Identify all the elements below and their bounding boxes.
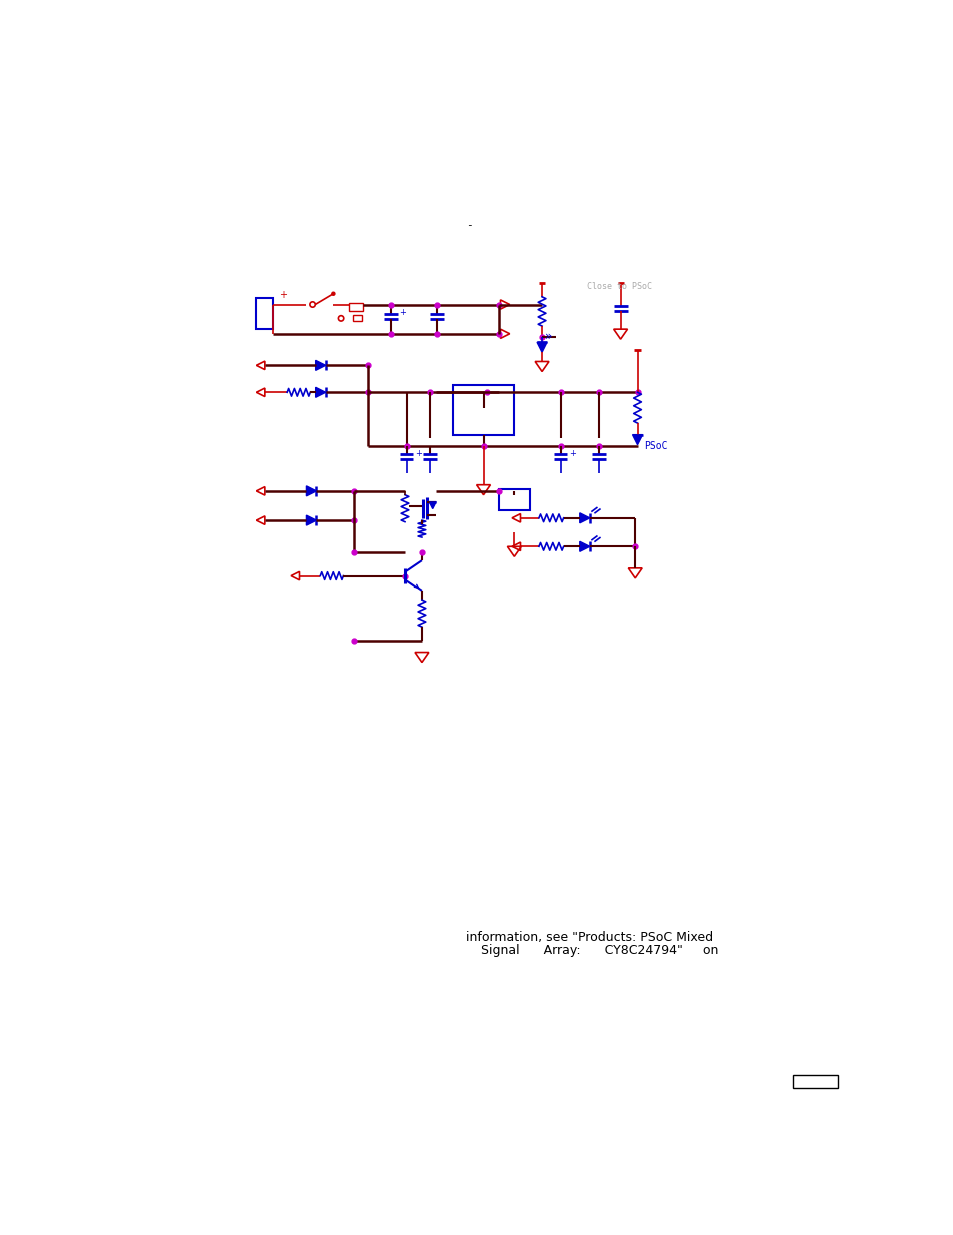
Text: Signal      Array:      CY8C24794"     on: Signal Array: CY8C24794" on (480, 944, 718, 957)
Text: information, see "Products: PSoC Mixed: information, see "Products: PSoC Mixed (465, 931, 712, 944)
Polygon shape (579, 513, 589, 522)
Circle shape (332, 293, 335, 295)
Bar (792, 1076, 837, 1088)
Polygon shape (315, 388, 325, 398)
Text: +: + (279, 289, 287, 300)
Text: »: » (544, 330, 552, 343)
Text: PSoC: PSoC (643, 441, 666, 451)
Bar (349, 303, 362, 311)
Bar (453, 384, 514, 435)
Polygon shape (315, 361, 325, 370)
Polygon shape (537, 342, 546, 352)
Polygon shape (306, 515, 316, 525)
Text: +: + (415, 448, 421, 458)
Polygon shape (306, 485, 316, 496)
Text: -: - (466, 220, 473, 230)
Bar (498, 489, 529, 510)
Text: +: + (399, 309, 406, 317)
Bar (256, 299, 274, 330)
Polygon shape (632, 435, 642, 445)
Text: Close to PSoC: Close to PSoC (586, 283, 651, 291)
Text: +: + (568, 448, 576, 458)
Bar (353, 315, 361, 321)
Polygon shape (579, 541, 589, 551)
Polygon shape (429, 501, 436, 509)
